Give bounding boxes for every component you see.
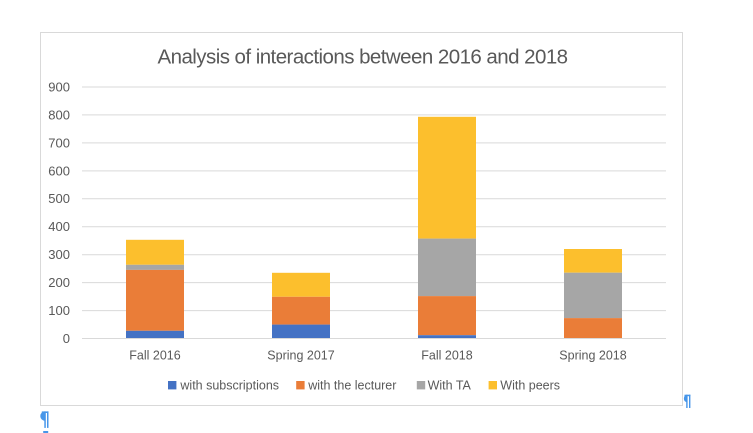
svg-text:300: 300 [48,247,70,262]
svg-text:700: 700 [48,135,70,150]
svg-text:800: 800 [48,107,70,122]
svg-text:with subscriptions: with subscriptions [179,378,279,392]
svg-text:100: 100 [48,303,70,318]
svg-text:Fall 2018: Fall 2018 [421,348,472,362]
svg-text:with the lecturer: with the lecturer [307,378,396,392]
svg-text:Fall 2016: Fall 2016 [129,348,180,362]
svg-text:200: 200 [48,275,70,290]
svg-text:600: 600 [48,163,70,178]
svg-text:400: 400 [48,219,70,234]
svg-text:500: 500 [48,191,70,206]
svg-text:With TA: With TA [428,378,472,392]
svg-text:Spring 2018: Spring 2018 [559,348,626,362]
svg-text:0: 0 [63,331,70,346]
svg-text:With peers: With peers [500,378,560,392]
svg-text:Analysis of interactions betwe: Analysis of interactions between 2016 an… [157,46,567,69]
svg-text:Spring 2017: Spring 2017 [267,348,334,362]
svg-text:900: 900 [48,79,70,94]
